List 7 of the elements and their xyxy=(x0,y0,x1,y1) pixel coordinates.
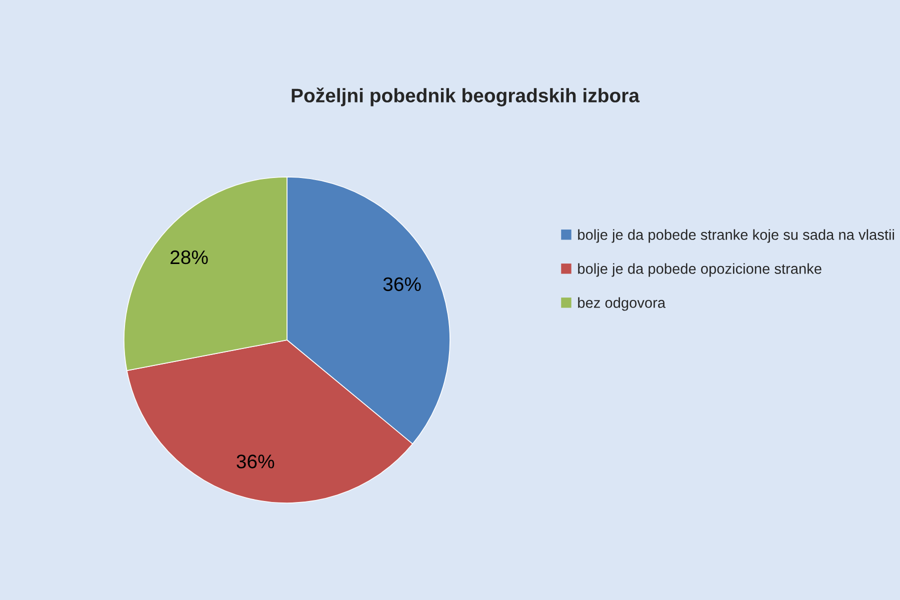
legend-label: bez odgovora xyxy=(578,297,666,311)
legend-label: bolje je da pobede opozicione stranke xyxy=(578,263,822,277)
data-label: 36% xyxy=(236,454,274,468)
data-label: 28% xyxy=(170,250,208,264)
chart-title: Poželjni pobednik beogradskih izbora xyxy=(292,88,640,106)
legend-label: bolje je da pobede stranke koje su sada na vlastii xyxy=(578,229,894,243)
data-label: 36% xyxy=(383,277,421,292)
